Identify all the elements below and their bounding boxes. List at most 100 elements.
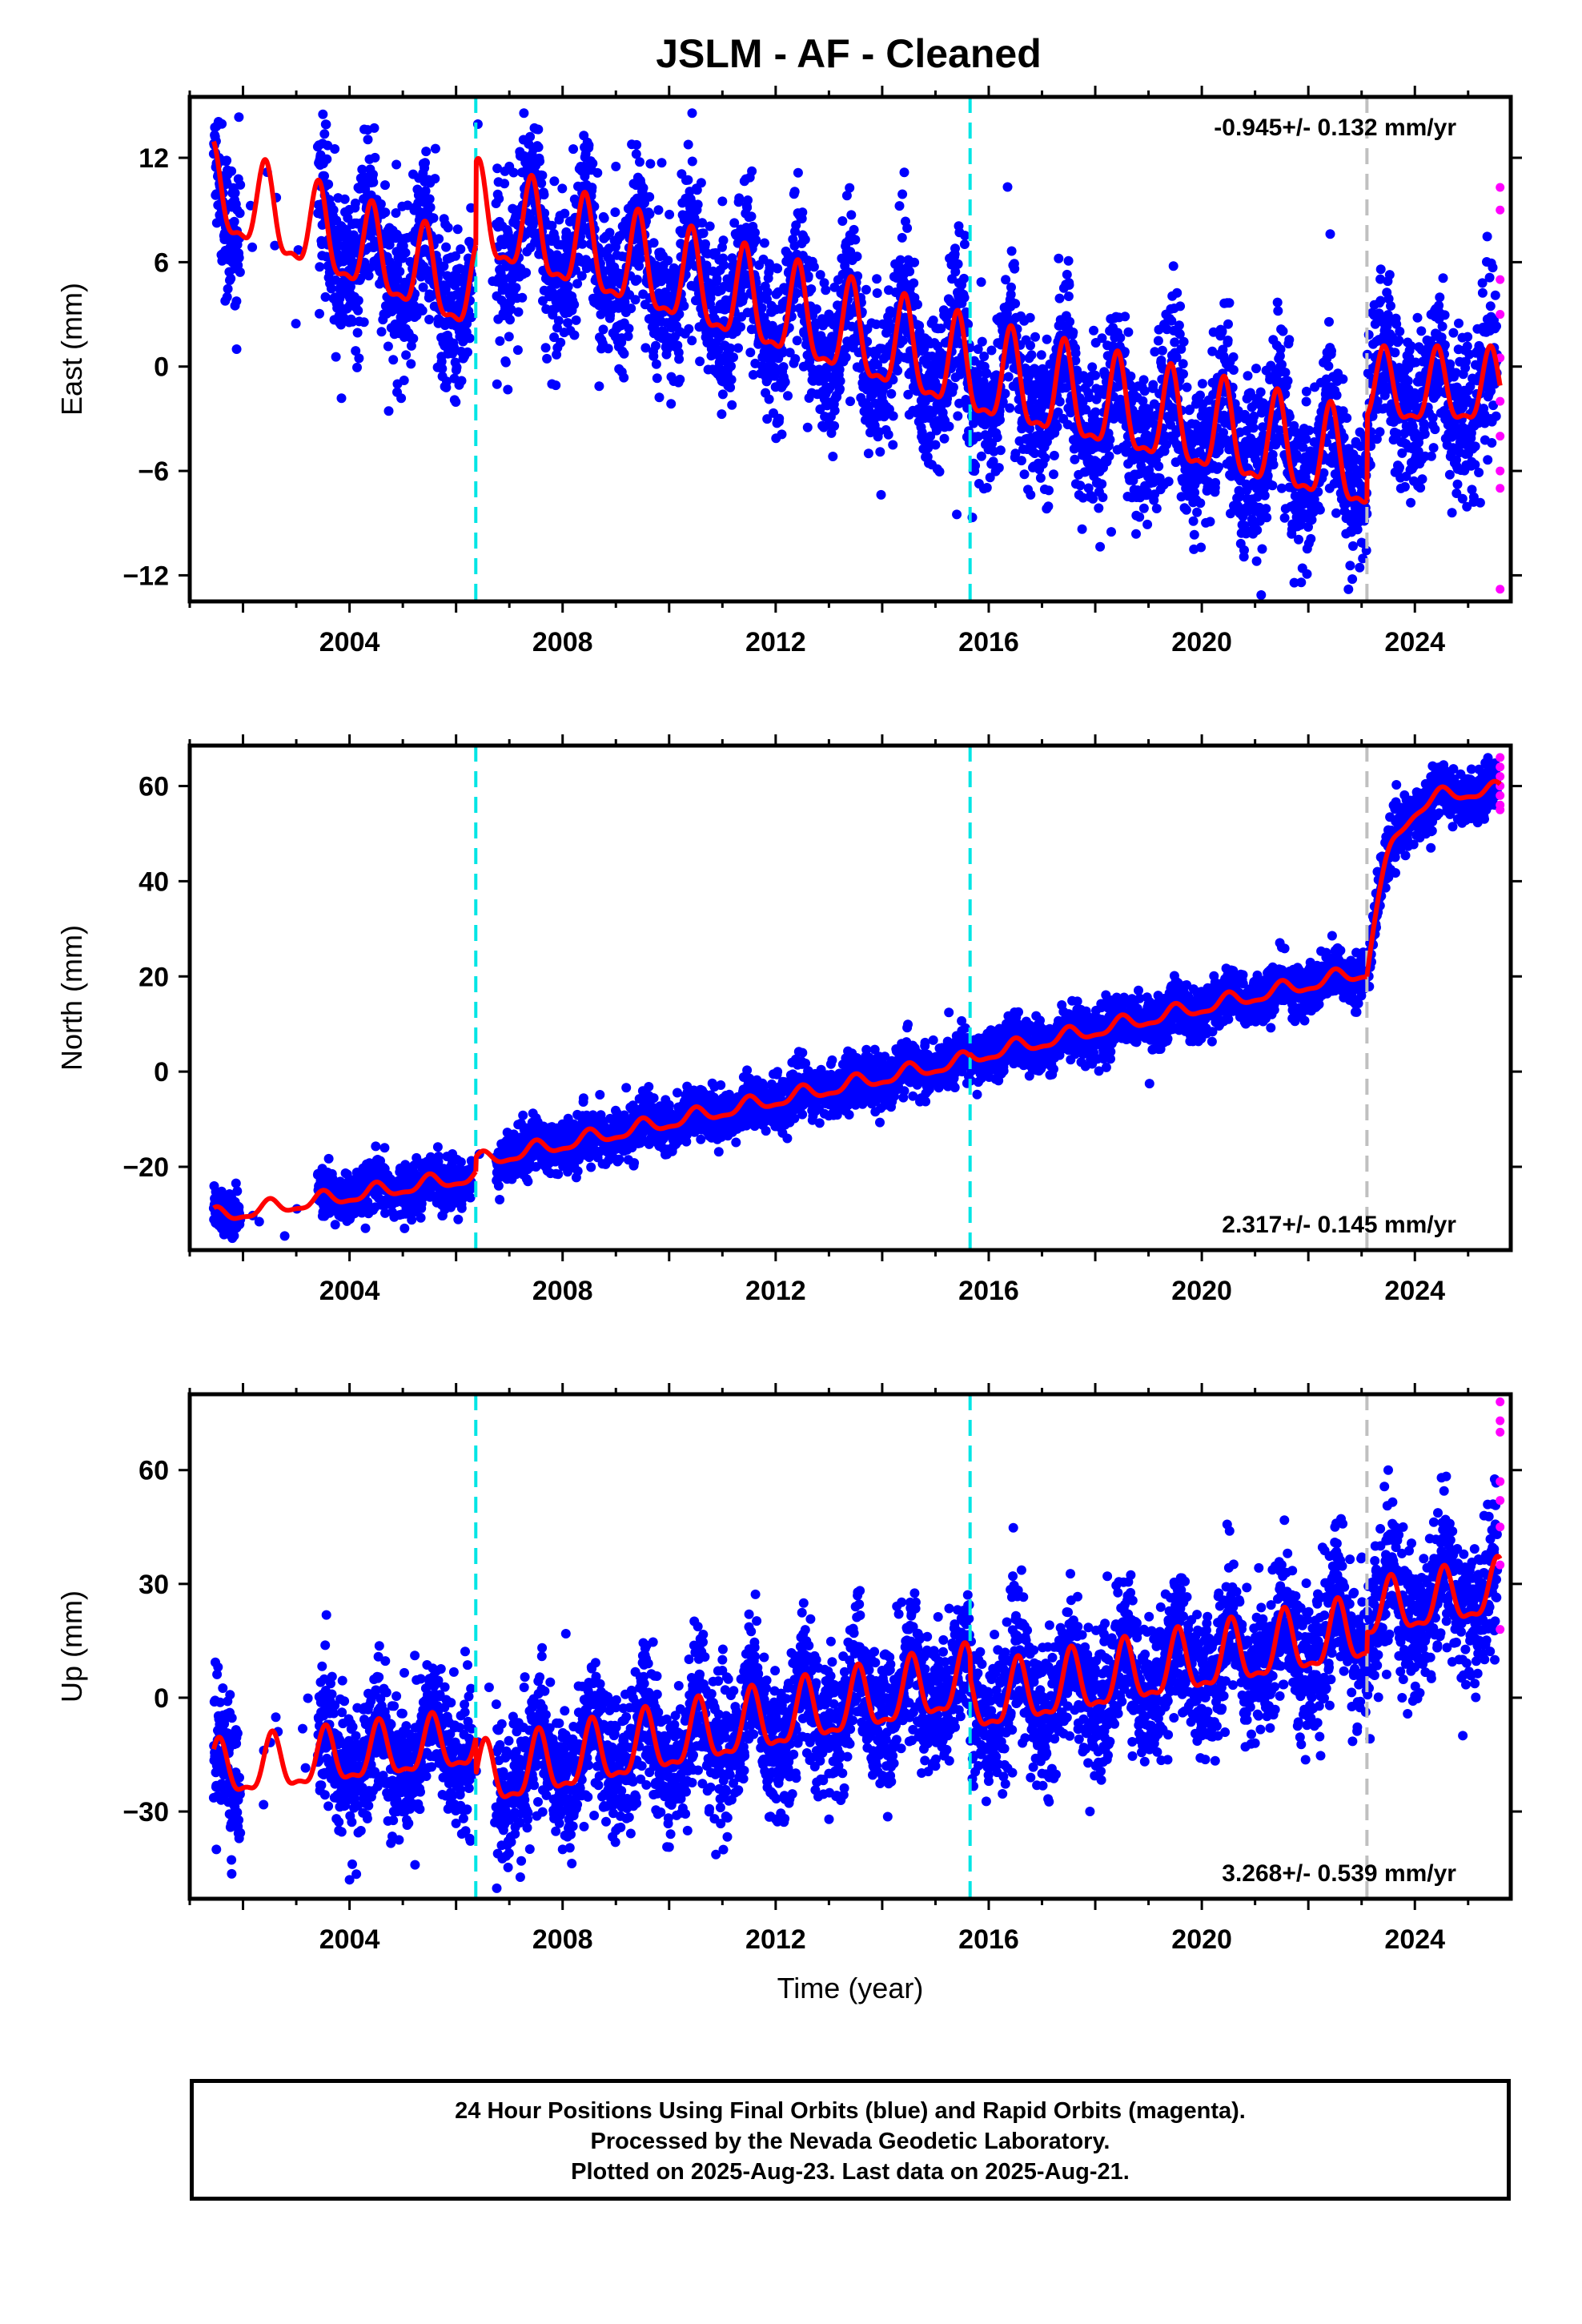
east-point: [846, 210, 857, 220]
east-final-point: [376, 327, 387, 337]
east-point: [1345, 561, 1355, 571]
east-point: [1470, 441, 1480, 452]
east-point: [1267, 449, 1278, 460]
east-point: [443, 223, 453, 233]
east-point: [705, 221, 715, 231]
east-point: [1181, 505, 1191, 515]
east-point: [1104, 451, 1114, 461]
east-point: [456, 244, 466, 255]
east-point: [1475, 497, 1485, 508]
east-point: [894, 201, 905, 211]
east-point: [1278, 326, 1288, 336]
east-point: [375, 199, 386, 209]
east-point: [400, 247, 411, 258]
east-point: [576, 271, 587, 281]
east-point: [434, 234, 444, 244]
east-point: [511, 283, 521, 293]
east-point: [1462, 501, 1472, 512]
east-point: [1399, 428, 1410, 439]
east-point: [353, 305, 363, 316]
east-final-point: [653, 205, 664, 215]
east-point: [535, 156, 545, 167]
east-point: [923, 443, 934, 453]
east-point: [623, 331, 633, 341]
east-point: [1304, 425, 1315, 436]
east-point: [1293, 436, 1303, 445]
east-point: [1081, 404, 1091, 415]
east-point: [442, 376, 452, 387]
east-point: [1261, 504, 1271, 514]
east-final-point: [760, 352, 770, 363]
east-point: [644, 209, 655, 219]
east-final-point: [231, 344, 242, 354]
east-final-point: [866, 318, 877, 328]
east-point: [1477, 278, 1488, 288]
east-point: [341, 226, 351, 236]
east-point: [1355, 562, 1365, 573]
east-point: [1126, 371, 1136, 381]
east-point: [1211, 477, 1221, 488]
east-point: [1384, 270, 1395, 280]
east-final-point: [930, 440, 941, 450]
east-point: [762, 287, 773, 297]
east-point: [1217, 326, 1227, 336]
east-point: [235, 208, 245, 219]
east-final-point: [738, 292, 749, 302]
east-point: [648, 351, 659, 361]
east-point: [789, 240, 800, 251]
east-point: [525, 131, 536, 142]
east-point: [840, 344, 850, 354]
east-final-point: [227, 257, 238, 267]
east-point: [909, 257, 920, 267]
east-point: [675, 374, 685, 384]
east-point: [293, 245, 303, 255]
east-point: [638, 183, 648, 193]
east-point: [354, 353, 364, 364]
east-point: [320, 292, 331, 302]
east-point: [1361, 545, 1371, 556]
east-point: [1324, 316, 1334, 327]
east-point: [222, 292, 232, 302]
east-point: [424, 194, 435, 204]
east-point: [1474, 468, 1484, 477]
east-point: [1054, 293, 1065, 304]
east-point: [536, 178, 547, 188]
east-point: [947, 274, 958, 284]
east-final-point: [211, 121, 222, 131]
east-point: [895, 255, 905, 265]
east-final-point: [1250, 440, 1260, 450]
east-point: [1178, 359, 1188, 369]
east-point: [383, 341, 393, 352]
east-point: [1006, 246, 1017, 256]
east-point: [1126, 381, 1137, 392]
east-point: [873, 360, 882, 370]
east-point: [1001, 275, 1011, 285]
east-point: [959, 273, 969, 283]
east-point: [734, 193, 745, 203]
east-point: [1042, 334, 1052, 344]
east-point: [315, 308, 324, 319]
east-point: [1049, 469, 1058, 480]
east-point: [821, 285, 831, 296]
east-point: [974, 368, 983, 379]
east-point: [1397, 448, 1407, 458]
east-final-point: [547, 379, 557, 389]
east-point: [495, 336, 505, 346]
east-point: [369, 123, 379, 133]
east-point: [380, 180, 390, 191]
east-point: [604, 227, 615, 238]
east-point: [725, 382, 736, 392]
east-point: [792, 288, 802, 299]
east-point: [319, 171, 329, 181]
east-point: [1331, 390, 1342, 400]
east-point: [464, 333, 475, 344]
east-point: [235, 267, 245, 277]
east-point: [424, 315, 435, 324]
east-point: [750, 227, 760, 238]
east-point: [569, 330, 580, 340]
east-point: [1273, 306, 1283, 316]
east-point: [1178, 369, 1188, 379]
east-point: [533, 142, 544, 152]
east-point: [899, 167, 909, 178]
east-point: [693, 199, 703, 210]
